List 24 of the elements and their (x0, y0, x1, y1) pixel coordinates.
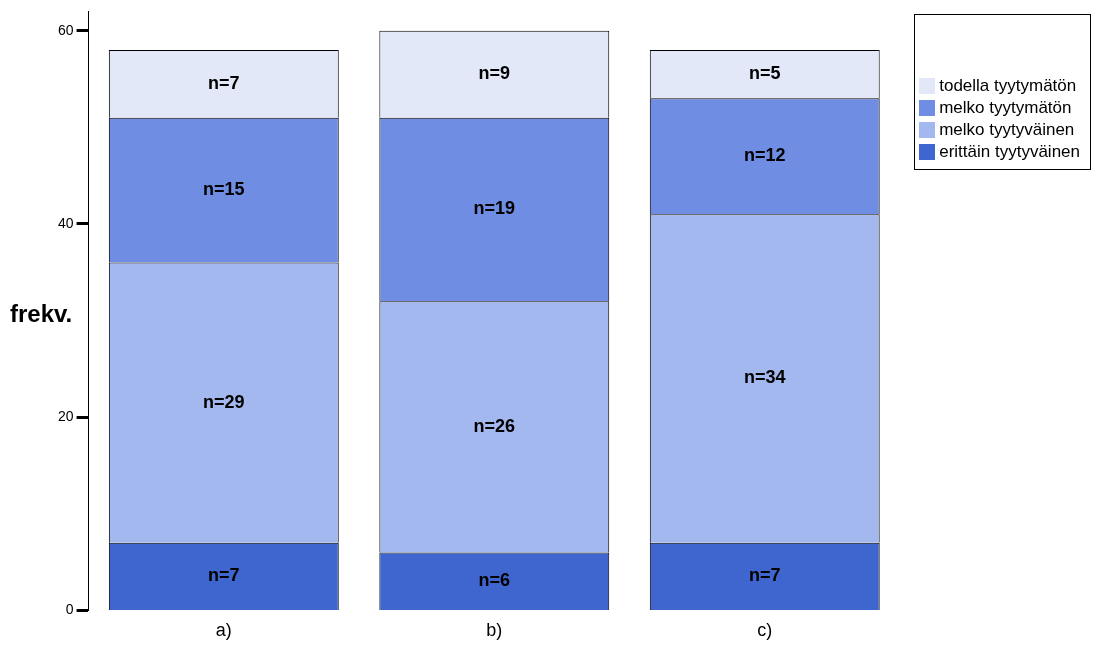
data-label: n=19 (473, 198, 516, 219)
data-label: n=5 (749, 63, 781, 84)
data-label: n=7 (208, 565, 240, 586)
y-tick-label: 20 (57, 408, 74, 425)
legend-label: melko tyytymätön (939, 98, 1072, 118)
data-label: n=7 (208, 72, 240, 93)
data-label: n=26 (473, 415, 516, 436)
x-tick-label: a) (215, 620, 232, 641)
legend-label: erittäin tyytyväinen (939, 142, 1080, 162)
data-label: n=29 (203, 391, 245, 412)
data-label: n=9 (478, 63, 511, 84)
x-tick-label: c) (757, 620, 773, 641)
data-label: n=6 (478, 570, 511, 591)
legend-label: melko tyytyväinen (939, 120, 1075, 140)
data-label: n=7 (749, 565, 781, 586)
y-tick-label: 60 (57, 21, 74, 38)
legend-label: todella tyytymätön (939, 76, 1077, 96)
data-label: n=34 (744, 367, 786, 388)
y-axis-title: frekv. (10, 300, 73, 328)
y-tick-label: 0 (65, 601, 74, 618)
y-tick-label: 40 (57, 214, 74, 231)
x-tick-label: b) (486, 620, 503, 641)
data-label: n=15 (203, 179, 245, 200)
data-label: n=12 (744, 145, 786, 166)
